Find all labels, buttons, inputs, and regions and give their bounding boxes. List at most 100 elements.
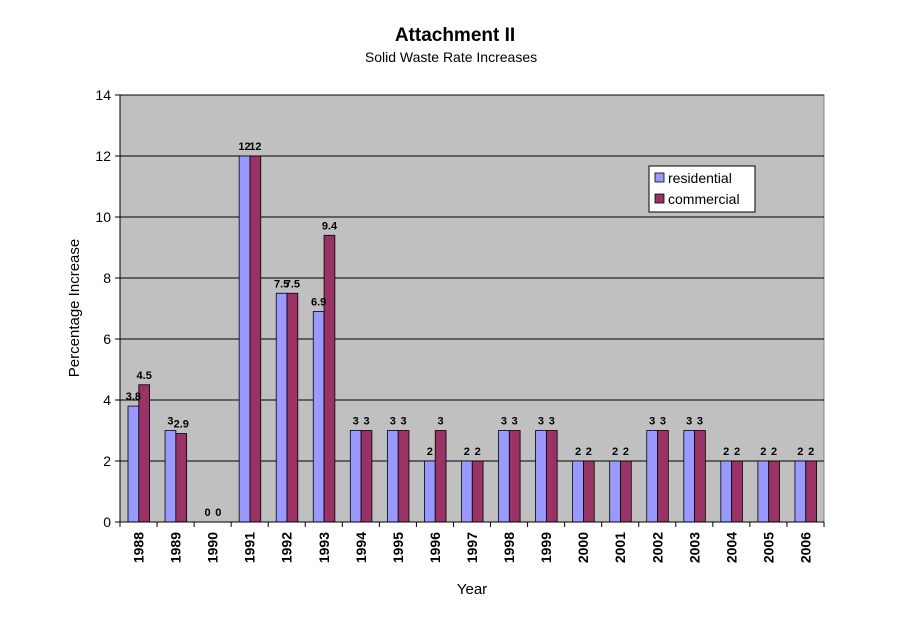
- x-tick-label-1988: 1988: [131, 532, 147, 563]
- x-tick-label-1997: 1997: [464, 532, 480, 563]
- bar-residential-1993: [312, 311, 325, 523]
- data-label-residential-2000: 2: [575, 446, 581, 458]
- data-label-residential-1993: 6.9: [311, 297, 326, 309]
- legend-box: [648, 165, 756, 213]
- bar-commercial-1994: [360, 430, 373, 523]
- x-tick-labels: 1988 1989 1990 1991 1992 1993 1994 1995 1996 1997…: [131, 532, 814, 563]
- x-axis-label: Year: [457, 581, 487, 598]
- bar-commercial-2002: [657, 430, 669, 523]
- data-label-commercial-2003: 3: [697, 416, 703, 428]
- plot-area: [119, 94, 825, 523]
- bar-commercial-2004: [731, 460, 743, 523]
- data-label-residential-2001: 2: [612, 446, 618, 458]
- data-label-commercial-2005: 2: [771, 446, 777, 458]
- x-tick-label-1992: 1992: [279, 532, 295, 563]
- bar-commercial-1995: [397, 430, 410, 523]
- bar-residential-1991: [238, 155, 251, 523]
- bar-commercial-1989: [175, 433, 188, 523]
- bar-residential-1995: [386, 430, 399, 523]
- bar-residential-1999: [535, 430, 547, 523]
- x-tick-label-1999: 1999: [538, 532, 554, 563]
- data-label-commercial-1999: 3: [549, 416, 555, 428]
- legend-swatch-residential: [654, 172, 665, 183]
- x-tick-label-1989: 1989: [168, 532, 184, 563]
- data-label-residential-1994: 3: [353, 416, 359, 428]
- y-tick-label: 12: [95, 148, 111, 164]
- bar-commercial-1999: [545, 430, 558, 523]
- data-label-commercial-1994: 3: [363, 416, 369, 428]
- y-tick-label: 0: [103, 514, 111, 530]
- bar-residential-2002: [646, 430, 658, 523]
- bar-commercial-1998: [508, 430, 521, 523]
- bar-residential-2005: [757, 460, 770, 523]
- bars: [127, 155, 817, 523]
- legend-label-commercial: commercial: [668, 191, 740, 207]
- x-tick-label-1994: 1994: [353, 532, 369, 563]
- bar-residential-2000: [572, 460, 584, 523]
- data-label-commercial-2004: 2: [734, 446, 740, 458]
- y-tick-label: 2: [103, 453, 111, 469]
- data-label-commercial-2001: 2: [623, 446, 629, 458]
- bar-residential-2004: [720, 460, 733, 523]
- data-label-residential-2002: 3: [649, 416, 655, 428]
- data-label-commercial-1996: 3: [438, 416, 444, 428]
- bar-residential-2003: [683, 430, 695, 523]
- gridlines: [120, 94, 824, 462]
- x-tick-label-2006: 2006: [797, 532, 813, 563]
- bar-residential-1989: [164, 430, 177, 523]
- data-label-commercial-1991: 12: [249, 141, 261, 153]
- data-label-commercial-2002: 3: [660, 416, 666, 428]
- y-tick-label: 8: [103, 270, 111, 286]
- data-label-commercial-1993: 9.4: [322, 220, 338, 232]
- x-tick-label-2001: 2001: [612, 532, 628, 563]
- data-label-commercial-1990: 0: [215, 507, 221, 519]
- data-label-residential-2006: 2: [797, 446, 803, 458]
- x-tick-label-1991: 1991: [242, 532, 258, 563]
- y-tick-label: 10: [95, 209, 111, 225]
- data-label-residential-1999: 3: [538, 416, 544, 428]
- bar-residential-1992: [275, 292, 288, 523]
- chart-title: Attachment II: [395, 25, 515, 46]
- bar-commercial-1988: [138, 384, 151, 523]
- x-tick-label-2005: 2005: [760, 532, 776, 563]
- data-label-residential-1998: 3: [501, 416, 507, 428]
- data-label-commercial-1997: 2: [475, 446, 481, 458]
- x-tick-label-2002: 2002: [649, 532, 665, 563]
- bar-residential-2001: [609, 460, 621, 523]
- data-label-residential-1988: 3.8: [126, 391, 141, 403]
- y-tick-label: 4: [103, 392, 111, 408]
- bar-commercial-2005: [768, 460, 780, 523]
- bar-residential-1998: [498, 430, 510, 523]
- bar-commercial-1997: [471, 460, 484, 523]
- x-tick-label-1996: 1996: [427, 532, 443, 563]
- legend: residential commercial: [648, 165, 756, 213]
- bar-commercial-2001: [620, 460, 632, 523]
- data-label-commercial-1988: 4.5: [137, 370, 152, 382]
- data-label-residential-1995: 3: [390, 416, 396, 428]
- bar-residential-1994: [349, 430, 362, 523]
- data-label-residential-2004: 2: [723, 446, 729, 458]
- y-tick-label: 14: [95, 87, 111, 103]
- bar-commercial-1996: [434, 430, 447, 523]
- y-tick-label: 6: [103, 331, 111, 347]
- data-label-commercial-1998: 3: [512, 416, 518, 428]
- data-label-residential-1991: 12: [238, 141, 250, 153]
- x-tick-label-1993: 1993: [316, 532, 332, 563]
- y-tick-labels: 0 2 4 6 8 10 12 14: [95, 87, 120, 530]
- x-tick-label-1998: 1998: [501, 532, 517, 563]
- bar-commercial-2006: [805, 460, 817, 523]
- data-label-residential-1996: 2: [427, 446, 433, 458]
- x-tick-label-1995: 1995: [390, 532, 406, 563]
- bar-residential-1988: [127, 405, 140, 523]
- data-label-residential-1989: 3: [167, 416, 173, 428]
- y-axis-label: Percentage Increase: [66, 239, 83, 377]
- data-label-commercial-1989: 2.9: [174, 419, 189, 431]
- x-tick-label-1990: 1990: [205, 532, 221, 563]
- bar-commercial-2003: [694, 430, 706, 523]
- data-label-commercial-2006: 2: [808, 446, 814, 458]
- legend-label-residential: residential: [668, 170, 732, 186]
- data-label-residential-1997: 2: [464, 446, 470, 458]
- x-tick-label-2004: 2004: [723, 532, 739, 563]
